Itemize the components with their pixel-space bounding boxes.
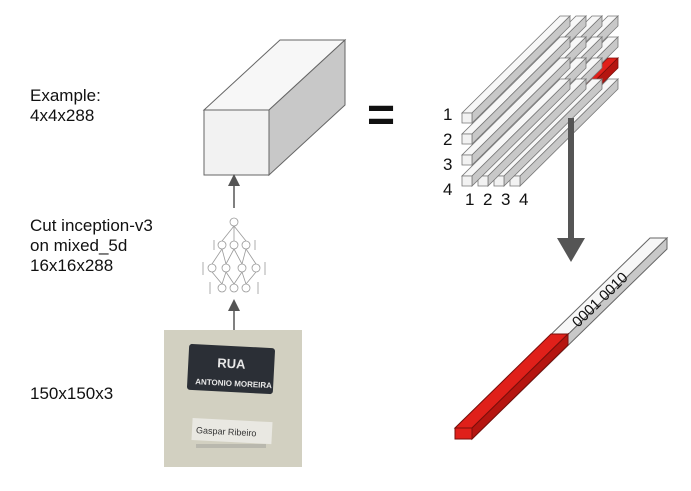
sign-text-middle: ANTONIO MOREIRA <box>195 377 272 390</box>
arrow-to-vector <box>557 118 585 262</box>
feature-rod-grid <box>461 15 619 187</box>
equals-sign: = <box>367 89 396 142</box>
grid-rod <box>461 15 571 124</box>
input-street-sign-image: RUA ANTONIO MOREIRA Gaspar Ribeiro <box>164 330 302 467</box>
grid-col-label: 1 <box>465 190 474 209</box>
input-size-label: 150x150x3 <box>30 384 114 403</box>
grid-row-label: 2 <box>443 130 452 149</box>
vector-bits-label: 0001 0010 <box>569 269 632 331</box>
feature-block <box>202 38 347 177</box>
feature-vector: 0001 0010 <box>453 236 669 441</box>
sign-text-top: RUA <box>217 355 247 371</box>
grid-row-label: 1 <box>443 105 452 124</box>
grid-rod <box>461 36 571 145</box>
grid-rod <box>461 78 571 187</box>
grid-row-labels: 1 2 3 4 <box>443 105 452 199</box>
sign-text-bottom: Gaspar Ribeiro <box>196 425 257 438</box>
grid-row-label: 3 <box>443 155 452 174</box>
grid-rod <box>461 57 571 166</box>
inception-network-icon <box>202 217 266 294</box>
grid-col-label: 3 <box>501 190 510 209</box>
example-label: Example: 4x4x288 <box>30 86 101 125</box>
grid-col-label: 4 <box>519 190 528 209</box>
grid-col-label: 2 <box>483 190 492 209</box>
cut-label: Cut inception-v3 on mixed_5d 16x16x288 <box>30 216 153 275</box>
grid-row-label: 4 <box>443 180 452 199</box>
